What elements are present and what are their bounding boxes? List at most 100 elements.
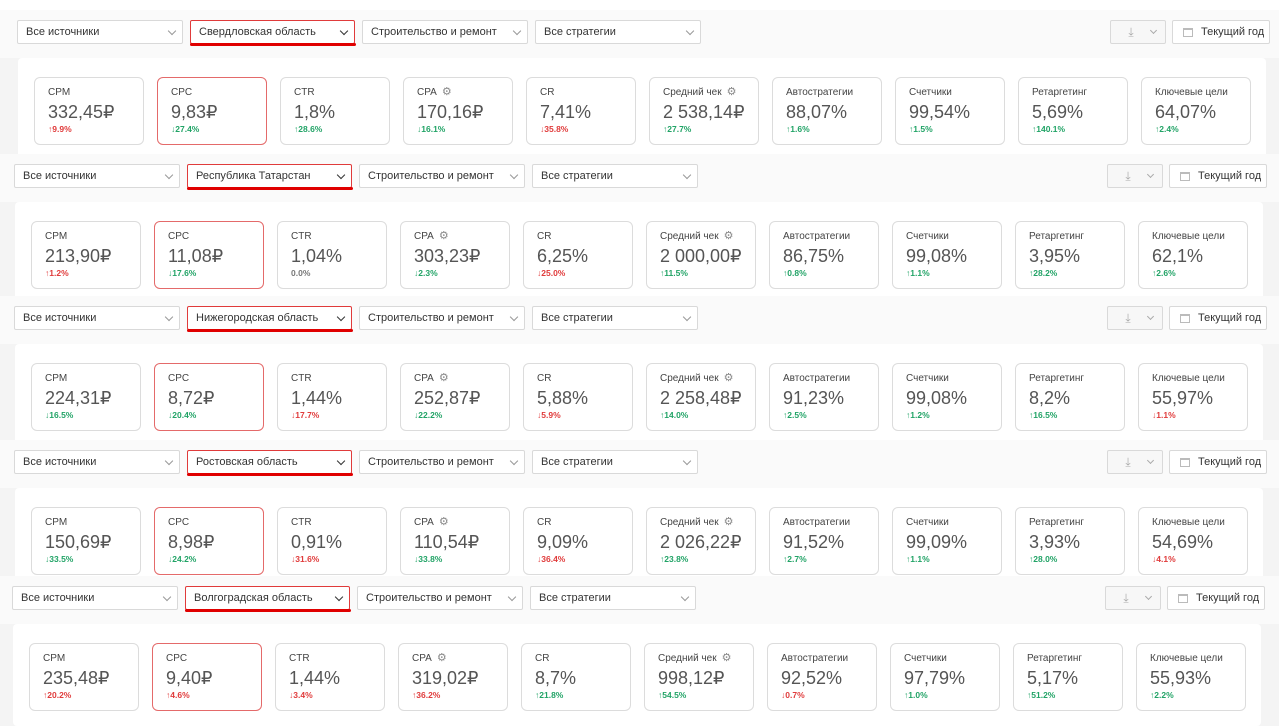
metric-card[interactable]: CR 8,7% ↑21.8% xyxy=(521,643,631,711)
metric-card[interactable]: CTR 1,8% ↑28.6% xyxy=(280,77,390,145)
gear-icon[interactable]: ⚙ xyxy=(723,230,734,242)
metric-value: 5,17% xyxy=(1027,668,1079,688)
metric-label: CR xyxy=(535,653,630,665)
metric-card[interactable]: CR 9,09% ↓36.4% xyxy=(523,507,633,575)
metric-card[interactable]: CPA ⚙ 319,02₽ ↑36.2% xyxy=(398,643,508,711)
source-dropdown[interactable]: Все источники xyxy=(17,20,183,44)
calendar-icon xyxy=(1180,314,1190,323)
source-dropdown[interactable]: Все источники xyxy=(14,450,180,474)
metric-label: CPM xyxy=(45,517,140,529)
category-dropdown[interactable]: Строительство и ремонт xyxy=(357,586,523,610)
gear-icon[interactable]: ⚙ xyxy=(721,652,732,664)
metric-card[interactable]: CR 5,88% ↓5.9% xyxy=(523,363,633,431)
strategy-dropdown[interactable]: Все стратегии xyxy=(530,586,696,610)
period-button[interactable]: Текущий год xyxy=(1167,586,1265,610)
period-button[interactable]: Текущий год xyxy=(1172,20,1270,44)
metric-card[interactable]: Средний чек ⚙ 2 258,48₽ ↑14.0% xyxy=(646,363,756,431)
metric-card[interactable]: CPM 235,48₽ ↑20.2% xyxy=(29,643,139,711)
metric-card[interactable]: Средний чек ⚙ 2 000,00₽ ↑11.5% xyxy=(646,221,756,289)
metric-change: ↓31.6% xyxy=(291,554,320,564)
metric-card[interactable]: Ключевые цели 54,69% ↓4.1% xyxy=(1138,507,1248,575)
metric-card[interactable]: Автостратегии 88,07% ↑1.6% xyxy=(772,77,882,145)
metric-card[interactable]: CPA ⚙ 110,54₽ ↓33.8% xyxy=(400,507,510,575)
metric-change: ↑4.6% xyxy=(166,690,190,700)
metric-card[interactable]: CPC 8,98₽ ↓24.2% xyxy=(154,507,264,575)
metric-label-text: CPA xyxy=(414,517,434,528)
metric-card[interactable]: CPA ⚙ 170,16₽ ↓16.1% xyxy=(403,77,513,145)
gear-icon[interactable]: ⚙ xyxy=(441,86,452,98)
strategy-dropdown[interactable]: Все стратегии xyxy=(532,450,698,474)
metric-card[interactable]: CTR 1,44% ↓3.4% xyxy=(275,643,385,711)
region-dropdown[interactable]: Ростовская область xyxy=(187,450,352,474)
metric-card[interactable]: Автостратегии 92,52% ↓0.7% xyxy=(767,643,877,711)
metric-card[interactable]: CPC 9,40₽ ↑4.6% xyxy=(152,643,262,711)
metric-card[interactable]: CPM 224,31₽ ↓16.5% xyxy=(31,363,141,431)
metric-card[interactable]: CTR 1,04% 0.0% xyxy=(277,221,387,289)
metric-card[interactable]: Счетчики 99,54% ↑1.5% xyxy=(895,77,1005,145)
period-button[interactable]: Текущий год xyxy=(1169,450,1267,474)
gear-icon[interactable]: ⚙ xyxy=(436,652,447,664)
metric-card[interactable]: Счетчики 99,09% ↑1.1% xyxy=(892,507,1002,575)
metric-card[interactable]: Счетчики 97,79% ↑1.0% xyxy=(890,643,1000,711)
source-dropdown[interactable]: Все источники xyxy=(14,164,180,188)
metric-card[interactable]: Ключевые цели 55,97% ↓1.1% xyxy=(1138,363,1248,431)
gear-icon[interactable]: ⚙ xyxy=(438,516,449,528)
metric-card[interactable]: CR 6,25% ↓25.0% xyxy=(523,221,633,289)
download-button[interactable]: ⤓ xyxy=(1105,586,1161,610)
metric-card[interactable]: Ключевые цели 62,1% ↑2.6% xyxy=(1138,221,1248,289)
category-dropdown[interactable]: Строительство и ремонт xyxy=(359,164,525,188)
metric-value: 319,02₽ xyxy=(412,668,479,688)
metric-card[interactable]: Ключевые цели 64,07% ↑2.4% xyxy=(1141,77,1251,145)
metric-card[interactable]: Средний чек ⚙ 998,12₽ ↑54.5% xyxy=(644,643,754,711)
metric-card[interactable]: Автостратегии 86,75% ↑0.8% xyxy=(769,221,879,289)
download-button[interactable]: ⤓ xyxy=(1110,20,1166,44)
metric-card[interactable]: Счетчики 99,08% ↑1.1% xyxy=(892,221,1002,289)
gear-icon[interactable]: ⚙ xyxy=(723,516,734,528)
download-button[interactable]: ⤓ xyxy=(1107,450,1163,474)
metric-card[interactable]: Ретаргетинг 3,95% ↑28.2% xyxy=(1015,221,1125,289)
category-dropdown[interactable]: Строительство и ремонт xyxy=(359,306,525,330)
gear-icon[interactable]: ⚙ xyxy=(723,372,734,384)
region-dropdown[interactable]: Нижегородская область xyxy=(187,306,352,330)
metric-card[interactable]: CPC 9,83₽ ↓27.4% xyxy=(157,77,267,145)
metric-card[interactable]: CTR 1,44% ↓17.7% xyxy=(277,363,387,431)
metric-change: ↓24.2% xyxy=(168,554,197,564)
metric-card[interactable]: CR 7,41% ↓35.8% xyxy=(526,77,636,145)
category-dropdown[interactable]: Строительство и ремонт xyxy=(359,450,525,474)
region-dropdown[interactable]: Республика Татарстан xyxy=(187,164,352,188)
metric-card[interactable]: Ретаргетинг 3,93% ↑28.0% xyxy=(1015,507,1125,575)
period-button[interactable]: Текущий год xyxy=(1169,306,1267,330)
region-dropdown[interactable]: Свердловская область xyxy=(190,20,355,44)
metric-card[interactable]: CPC 11,08₽ ↓17.6% xyxy=(154,221,264,289)
gear-icon[interactable]: ⚙ xyxy=(726,86,737,98)
metric-card[interactable]: CPA ⚙ 303,23₽ ↓2.3% xyxy=(400,221,510,289)
source-dropdown[interactable]: Все источники xyxy=(14,306,180,330)
gear-icon[interactable]: ⚙ xyxy=(438,372,449,384)
metric-card[interactable]: CPA ⚙ 252,87₽ ↓22.2% xyxy=(400,363,510,431)
gear-icon[interactable]: ⚙ xyxy=(438,230,449,242)
metric-card[interactable]: Ретаргетинг 5,17% ↑51.2% xyxy=(1013,643,1123,711)
metric-card[interactable]: CPM 150,69₽ ↓33.5% xyxy=(31,507,141,575)
metric-card[interactable]: Ретаргетинг 8,2% ↑16.5% xyxy=(1015,363,1125,431)
metric-card[interactable]: Средний чек ⚙ 2 026,22₽ ↑23.8% xyxy=(646,507,756,575)
strategy-dropdown[interactable]: Все стратегии xyxy=(532,306,698,330)
download-button[interactable]: ⤓ xyxy=(1107,306,1163,330)
metric-card[interactable]: Автостратегии 91,52% ↑2.7% xyxy=(769,507,879,575)
metric-card[interactable]: CPM 332,45₽ ↑9.9% xyxy=(34,77,144,145)
metric-card[interactable]: Ключевые цели 55,93% ↑2.2% xyxy=(1136,643,1246,711)
category-dropdown[interactable]: Строительство и ремонт xyxy=(362,20,528,44)
period-button[interactable]: Текущий год xyxy=(1169,164,1267,188)
metric-card[interactable]: CPM 213,90₽ ↑1.2% xyxy=(31,221,141,289)
download-button[interactable]: ⤓ xyxy=(1107,164,1163,188)
metric-card[interactable]: Ретаргетинг 5,69% ↑140.1% xyxy=(1018,77,1128,145)
metric-card[interactable]: Автостратегии 91,23% ↑2.5% xyxy=(769,363,879,431)
strategy-dropdown[interactable]: Все стратегии xyxy=(535,20,701,44)
metric-value: 6,25% xyxy=(537,246,589,266)
metric-card[interactable]: Счетчики 99,08% ↑1.2% xyxy=(892,363,1002,431)
metric-card[interactable]: CTR 0,91% ↓31.6% xyxy=(277,507,387,575)
metric-card[interactable]: Средний чек ⚙ 2 538,14₽ ↑27.7% xyxy=(649,77,759,145)
metric-card[interactable]: CPC 8,72₽ ↓20.4% xyxy=(154,363,264,431)
source-dropdown[interactable]: Все источники xyxy=(12,586,178,610)
region-dropdown[interactable]: Волгоградская область xyxy=(185,586,350,610)
strategy-dropdown[interactable]: Все стратегии xyxy=(532,164,698,188)
